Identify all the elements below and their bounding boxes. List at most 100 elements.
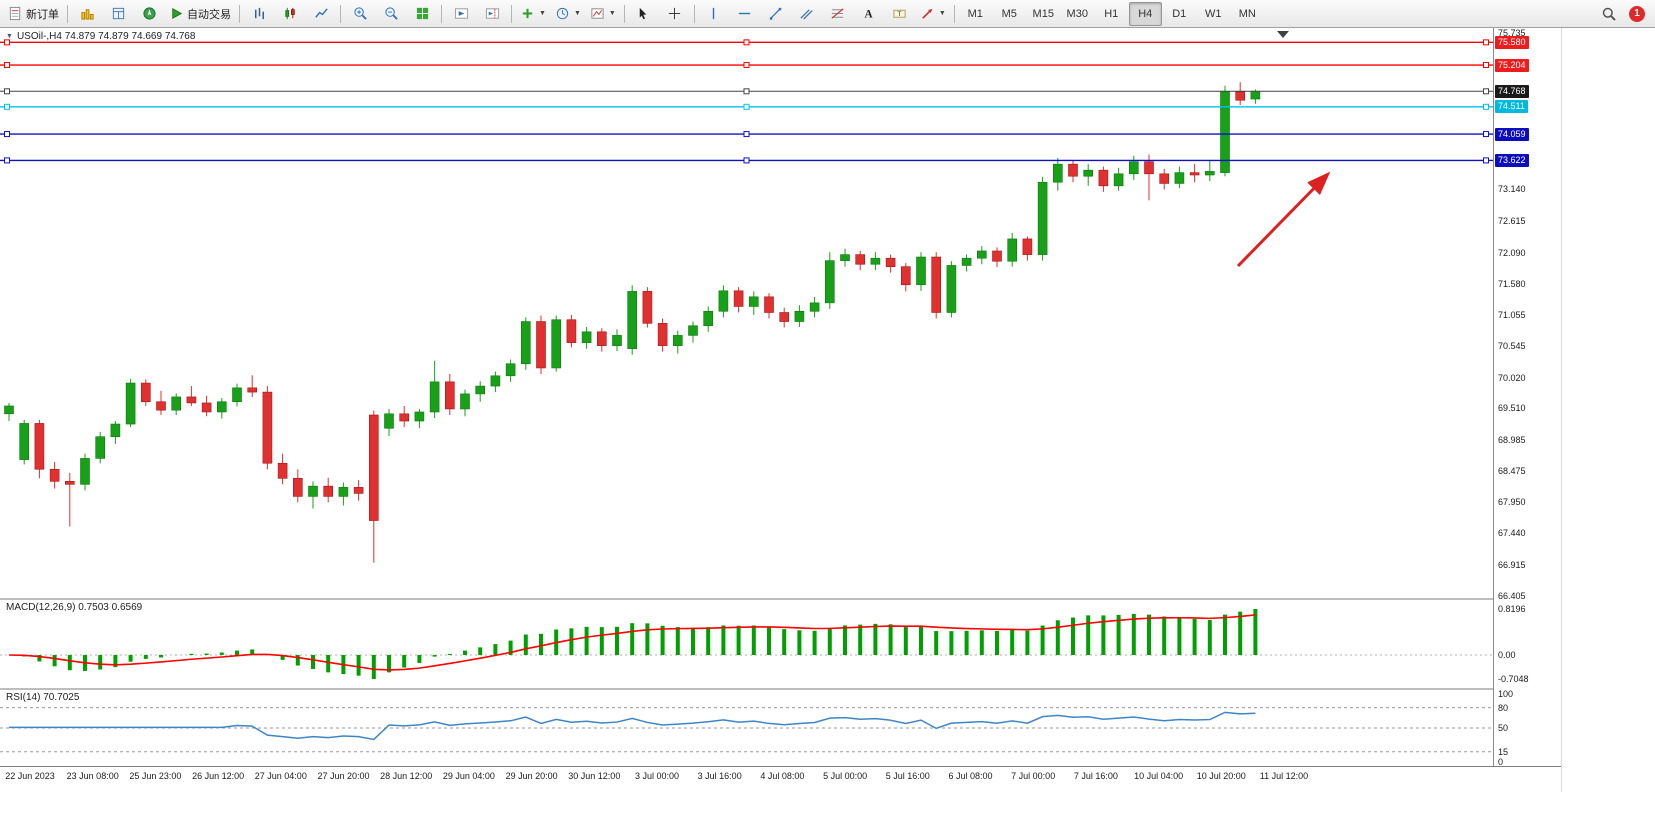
auto-scroll-button[interactable]	[446, 2, 476, 26]
time-axis-label: 5 Jul 00:00	[823, 771, 868, 781]
candle-body	[368, 414, 379, 521]
search-button[interactable]	[1594, 2, 1624, 26]
rsi-canvas[interactable]	[0, 690, 1493, 766]
timeframe-m30[interactable]: M30	[1066, 7, 1088, 20]
candle-body	[247, 387, 257, 393]
timeframe-d1[interactable]: D1	[1172, 7, 1187, 20]
time-axis-label: 11 Jul 12:00	[1259, 771, 1309, 781]
zoom-out-button[interactable]	[376, 2, 406, 26]
candle-body	[80, 458, 90, 485]
crosshair-button[interactable]	[660, 2, 690, 26]
fibonacci-button[interactable]	[823, 2, 853, 26]
indicators-dropdown-button[interactable]: ▼	[516, 2, 550, 26]
line-handle	[1483, 88, 1489, 95]
market-watch-button[interactable]	[72, 2, 102, 26]
time-axis-label: 10 Jul 04:00	[1134, 771, 1184, 781]
timeframe-m5[interactable]: M5	[1001, 7, 1017, 20]
candle-body	[916, 256, 926, 286]
panel-separator[interactable]	[0, 688, 1561, 690]
main-chart-canvas[interactable]	[0, 28, 1493, 598]
horizontal-line-button[interactable]	[730, 2, 760, 26]
axis-label: -0.7048	[1498, 674, 1529, 684]
timeframe-w1[interactable]: W1	[1205, 7, 1222, 20]
timeframe-mn[interactable]: MN	[1238, 7, 1256, 20]
candle-body	[992, 250, 1002, 262]
candlestick-chart-button[interactable]	[275, 2, 305, 26]
candle-body	[262, 391, 273, 464]
axis-label: 68.985	[1498, 435, 1526, 446]
chart-shift-button[interactable]	[477, 2, 507, 26]
chevron-down-icon: ▼	[539, 10, 546, 17]
bar-chart-button[interactable]	[244, 2, 274, 26]
axis-label: 71.580	[1498, 278, 1526, 289]
text-label-button[interactable]: T	[885, 2, 915, 26]
zoom-in-button[interactable]	[345, 2, 375, 26]
axis-label: 71.055	[1498, 310, 1526, 321]
line-chart-button[interactable]	[306, 2, 336, 26]
notification-badge[interactable]: 1	[1629, 5, 1645, 22]
line-handle	[743, 131, 750, 138]
time-axis-label: 30 Jun 12:00	[568, 771, 621, 781]
price-badge: 75.204	[1495, 58, 1529, 72]
new-order-button[interactable]: 新订单	[4, 2, 63, 26]
toolbar-separator	[511, 4, 512, 23]
chart-title-arrow-icon[interactable]: ▼	[6, 33, 13, 40]
macd-canvas[interactable]	[0, 600, 1493, 688]
candle-body	[399, 413, 410, 422]
periods-dropdown-button[interactable]: ▼	[551, 2, 585, 26]
trend-arrow-annotation[interactable]	[1236, 171, 1331, 268]
timeframe-h1[interactable]: H1	[1104, 7, 1119, 20]
template-icon	[591, 8, 604, 19]
arrows-dropdown-button[interactable]: ▼	[916, 2, 950, 26]
line-handle	[4, 88, 10, 95]
time-axis-label: 25 Jun 23:00	[129, 771, 182, 781]
price-lines[interactable]	[0, 39, 1493, 164]
time-axis-label: 29 Jun 04:00	[442, 771, 495, 781]
auto-scroll-icon	[454, 8, 468, 19]
auto-trading-button[interactable]: 自动交易	[165, 2, 235, 26]
templates-dropdown-button[interactable]: ▼	[586, 2, 620, 26]
market-watch-icon	[80, 9, 94, 20]
candle-body	[718, 290, 729, 312]
price-badge: 74.768	[1495, 84, 1529, 98]
candle-body	[4, 405, 14, 415]
chart-shift-marker[interactable]	[1277, 31, 1289, 38]
timeframe-m1[interactable]: M1	[967, 7, 983, 20]
timeframe-m15[interactable]: M15	[1032, 7, 1054, 20]
svg-text:T: T	[898, 11, 902, 18]
candles	[4, 82, 1261, 563]
toolbar-separator	[340, 4, 341, 23]
line-handle	[4, 103, 10, 110]
chevron-down-icon: ▼	[938, 10, 946, 17]
vertical-line-button[interactable]	[699, 2, 729, 26]
axis-label: 72.615	[1498, 216, 1526, 227]
data-window-button[interactable]	[103, 2, 133, 26]
candle-body	[824, 260, 835, 304]
auto-trading-label: 自动交易	[187, 8, 231, 21]
auto-trading-icon	[172, 8, 183, 19]
trendline-button[interactable]	[761, 2, 791, 26]
axis-label: 72.090	[1498, 247, 1526, 258]
channel-button[interactable]	[792, 2, 822, 26]
time-axis-label: 29 Jun 20:00	[505, 771, 558, 781]
timeframe-h4[interactable]: H4	[1128, 1, 1162, 26]
tile-windows-button[interactable]	[407, 2, 437, 26]
candle-body	[1022, 238, 1033, 255]
candle-body	[1235, 91, 1245, 101]
line-handle	[1483, 62, 1489, 69]
line-handle	[1483, 131, 1489, 138]
line-handle	[4, 131, 10, 138]
text-button[interactable]: A	[854, 2, 884, 26]
navigator-button[interactable]	[134, 2, 164, 26]
toolbar: 新订单 自动交易 ▼ ▼ ▼	[0, 0, 1655, 28]
candle-body	[870, 257, 881, 265]
time-axis-label: 3 Jul 00:00	[634, 771, 680, 781]
candle-body	[323, 485, 334, 497]
cursor-button[interactable]	[629, 2, 659, 26]
axis-label: 66.405	[1498, 590, 1526, 601]
symbol-ohlc-label: USOil-,H4 74.879 74.879 74.669 74.768	[16, 31, 196, 42]
bar-chart-icon	[254, 7, 264, 20]
candle-body	[1159, 173, 1169, 184]
panel-separator[interactable]	[0, 598, 1561, 600]
candlestick-chart-icon	[284, 7, 295, 20]
